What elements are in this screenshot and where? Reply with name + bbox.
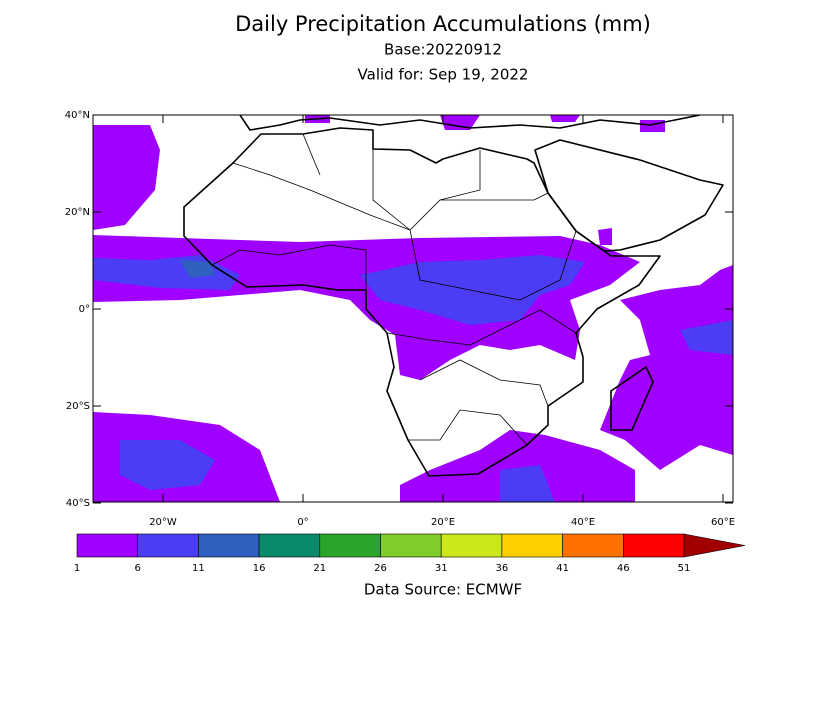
colorbar-swatch — [501, 533, 563, 558]
data-source: Data Source: ECMWF — [364, 581, 522, 599]
colorbar-swatch — [76, 533, 139, 558]
colorbar-label: 1 — [74, 563, 80, 574]
lon-tick-label: 20°E — [431, 517, 455, 528]
lon-tick-label: 20°W — [149, 517, 177, 528]
map-area — [93, 115, 733, 502]
colorbar-label: 36 — [496, 563, 509, 574]
colorbar-arrow — [683, 533, 746, 558]
colorbar-label: 31 — [435, 563, 448, 574]
lat-tick-label: 0° — [79, 304, 90, 315]
lon-tick-label: 60°E — [711, 517, 735, 528]
colorbar-label: 26 — [374, 563, 387, 574]
colorbar-label: 21 — [313, 563, 326, 574]
colorbar-swatch — [319, 533, 381, 558]
valid-date: Valid for: Sep 19, 2022 — [358, 66, 529, 84]
colorbar-label: 51 — [678, 563, 691, 574]
lat-tick-label: 20°S — [66, 401, 90, 412]
colorbar-swatch — [562, 533, 624, 558]
base-date: Base:20220912 — [384, 41, 502, 59]
colorbar-swatch — [380, 533, 442, 558]
colorbar-label: 6 — [135, 563, 141, 574]
coastlines — [183, 115, 724, 477]
lon-tick-label: 0° — [297, 517, 308, 528]
precipitation — [93, 115, 733, 502]
lon-tick-label: 40°E — [571, 517, 595, 528]
colorbar-label: 11 — [192, 563, 205, 574]
colorbar-swatch — [198, 533, 260, 558]
colorbar-label: 16 — [253, 563, 266, 574]
colorbar-label: 41 — [556, 563, 569, 574]
title: Daily Precipitation Accumulations (mm) — [235, 12, 651, 36]
colorbar-label: 46 — [617, 563, 630, 574]
borders — [211, 133, 577, 446]
lat-tick-label: 40°S — [66, 498, 90, 509]
colorbar-swatch — [258, 533, 321, 558]
lat-tick-label: 40°N — [65, 110, 90, 121]
lat-tick-label: 20°N — [65, 207, 90, 218]
colorbar-swatch — [440, 533, 503, 558]
colorbar-swatch — [137, 533, 199, 558]
colorbar-swatch — [622, 533, 685, 558]
